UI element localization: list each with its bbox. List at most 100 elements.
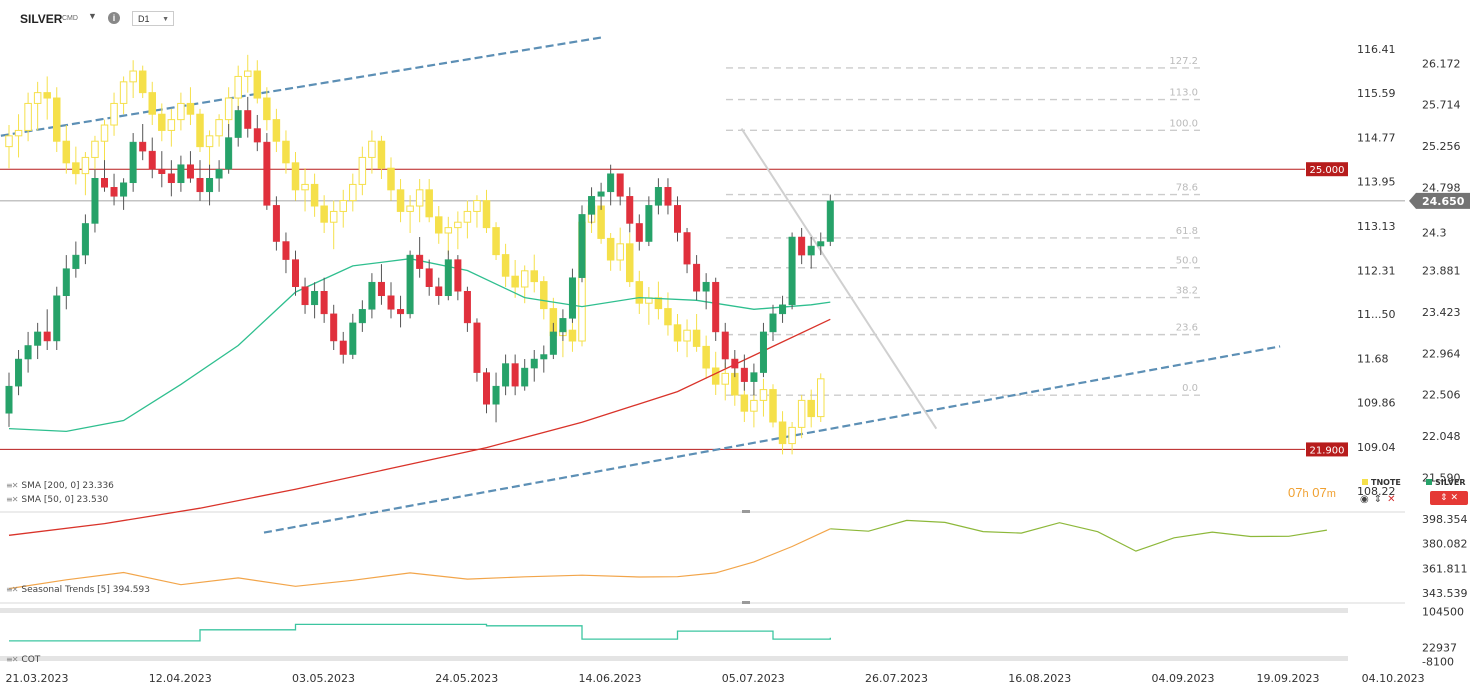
indicator-label-sma200[interactable]: ≡✕ SMA [200, 0] 23.336 [6,481,114,491]
tnote-candle [234,65,242,109]
tnote-candle [186,87,195,126]
tnote-candle-body [740,394,749,412]
tnote-candle [377,135,386,180]
info-icon[interactable]: i [108,12,120,24]
sma50-line [8,258,831,433]
silver-candle [817,232,825,256]
fib-level-label: 23.6 [1176,323,1198,334]
seasonal-line-future [830,519,1327,552]
silver-axis-tick: 25.714 [1422,99,1461,112]
panel-scroll-track [0,656,1348,661]
silver-candle-body [683,232,691,265]
silver-candle [807,237,815,269]
silver-candle-body [320,290,328,315]
drawn-trend-line [740,127,938,430]
indicator-menu-icon[interactable]: ≡✕ [6,495,18,504]
last-price-label: 24.650 [1422,195,1465,208]
tnote-axis-tick: 109.04 [1357,441,1396,454]
silver-candle-body [416,254,424,269]
silver-candle [511,354,519,396]
tnote-candle-body [568,329,577,342]
tnote-candle [224,87,233,131]
indicator-menu-icon[interactable]: ≡✕ [6,655,18,664]
silver-candle [167,160,175,197]
move-icon[interactable]: ⇕ [1373,494,1383,505]
close-icon[interactable]: ✕ [1387,494,1396,505]
silver-candle-body [549,331,557,355]
silver-candle [616,173,624,206]
last-price-tag [1409,192,1470,209]
legend-silver[interactable]: SILVER [1426,478,1466,487]
tnote-candle-body [186,102,195,115]
silver-candle-body [272,205,280,242]
indicator-menu-icon[interactable]: ≡✕ [6,481,18,490]
tnote-candle-body [797,399,806,428]
tnote-candle [444,216,453,255]
symbol-category: CMD [62,15,78,22]
silver-candle-body [702,281,710,292]
silver-candle-body [330,313,338,342]
tnote-candle-body [444,227,453,234]
tnote-candle-body [81,156,90,175]
silver-candle-body [43,331,51,342]
tnote-candle-body [415,189,424,207]
tnote-candle [72,146,80,185]
silver-candle [349,313,357,360]
silver-candle-body [540,354,548,360]
tnote-candle-body [702,345,710,369]
silver-candle [654,178,662,215]
tnote-candle [368,130,376,174]
tnote-candle-body [520,270,529,288]
tnote-candle-body [435,216,443,234]
tnote-candle-body [358,156,367,185]
silver-candle-body [616,173,624,197]
tnote-candle-body [14,129,23,137]
level-price-label: 21.900 [1310,445,1345,456]
indicator-label-seasonal[interactable]: ≡✕ Seasonal Trends [5] 394.593 [6,585,150,595]
tnote-candle [645,287,653,325]
silver-candle [635,214,643,251]
tnote-candle [435,206,443,244]
silver-candle-body [244,110,252,129]
silver-candle [549,322,557,360]
tnote-candle-body [310,183,319,207]
tnote-candle [158,103,166,142]
tnote-candle [654,281,663,320]
silver-candle [148,137,156,179]
timeframe-select[interactable]: D1 ▼ [132,11,174,26]
silver-candle-body [72,254,80,269]
tnote-candle-body [349,183,357,202]
silver-candle [597,182,605,210]
tnote-candle-body [301,183,309,191]
tnote-candle-body [482,200,491,229]
indicator-label-sma50[interactable]: ≡✕ SMA [50, 0] 23.530 [6,495,109,505]
tnote-axis-tick: 114.77 [1357,131,1396,144]
indicator-label-cot[interactable]: ≡✕ COT [6,655,41,665]
symbol-dropdown-icon[interactable]: ▼ [88,11,97,21]
silver-candle [377,264,385,305]
close-icon: ✕ [1450,493,1458,503]
silver-candle [129,133,137,192]
silver-axis-tick: 22.506 [1422,389,1461,402]
tnote-candle-body [626,243,634,283]
indicator-menu-icon[interactable]: ≡✕ [6,585,18,594]
silver-candle [693,255,701,301]
tnote-candle [205,130,214,169]
tnote-candle [263,87,271,131]
symbol-name[interactable]: SILVER [20,12,63,26]
silver-candle [425,259,433,296]
tnote-candle-body [196,113,204,148]
silver-remove-button[interactable]: ⇕ ✕ [1430,491,1468,505]
tnote-candle-body [205,135,214,148]
tnote-candle [215,114,223,147]
legend-tnote[interactable]: TNOTE [1362,478,1401,487]
tnote-candle [454,211,462,250]
silver-candle [463,286,471,332]
silver-candle [225,124,233,174]
eye-icon[interactable]: ◉ [1360,494,1369,505]
silver-candle-body [502,363,510,387]
tnote-candle-body [53,97,61,142]
countdown-hours-unit: h [1302,488,1309,500]
fib-level-label: 0.0 [1182,383,1198,394]
